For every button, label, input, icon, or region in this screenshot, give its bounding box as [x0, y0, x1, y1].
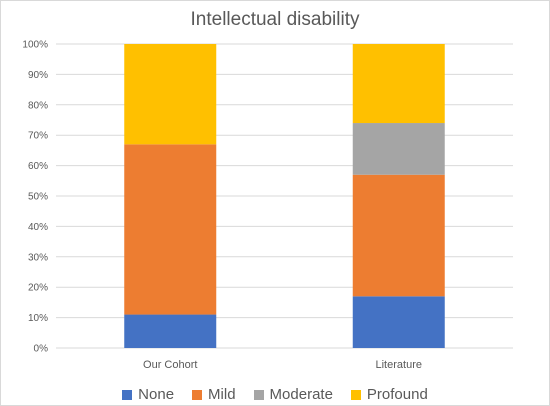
chart-title: Intellectual disability: [190, 9, 360, 30]
y-tick-label: 60%: [28, 161, 48, 172]
bar-segment-mild: [352, 174, 445, 297]
legend-item-mild: Mild: [192, 386, 236, 403]
legend-label: None: [138, 386, 175, 403]
legend-swatch: [192, 389, 203, 400]
y-tick-label: 80%: [28, 100, 48, 111]
x-category-label: Literature: [376, 359, 422, 371]
legend-label: Moderate: [269, 386, 333, 403]
bar-segment-none: [352, 296, 445, 348]
y-tick-label: 50%: [28, 192, 48, 203]
legend-swatch: [122, 389, 133, 400]
y-tick-label: 70%: [28, 131, 48, 142]
y-tick-label: 40%: [28, 222, 48, 233]
y-tick-label: 100%: [22, 40, 48, 51]
y-tick-label: 0%: [34, 344, 49, 355]
bar-segment-profound: [352, 44, 445, 124]
y-tick-label: 10%: [28, 313, 48, 324]
x-category-label: Our Cohort: [143, 359, 197, 371]
y-tick-label: 20%: [28, 283, 48, 294]
y-tick-label: 30%: [28, 252, 48, 263]
legend-item-none: None: [122, 386, 174, 403]
bar-segment-none: [124, 314, 217, 348]
legend-label: Mild: [208, 386, 236, 403]
bar-segment-mild: [124, 144, 217, 315]
legend-item-moderate: Moderate: [253, 386, 333, 403]
bar-segment-profound: [124, 44, 217, 145]
legend-swatch: [253, 389, 264, 400]
bar-segment-moderate: [352, 123, 445, 175]
y-tick-label: 90%: [28, 70, 48, 81]
chart-legend: None Mild Moderate Profound: [1, 386, 549, 403]
legend-label: Profound: [366, 386, 428, 403]
legend-swatch: [350, 389, 361, 400]
legend-item-profound: Profound: [350, 386, 428, 403]
